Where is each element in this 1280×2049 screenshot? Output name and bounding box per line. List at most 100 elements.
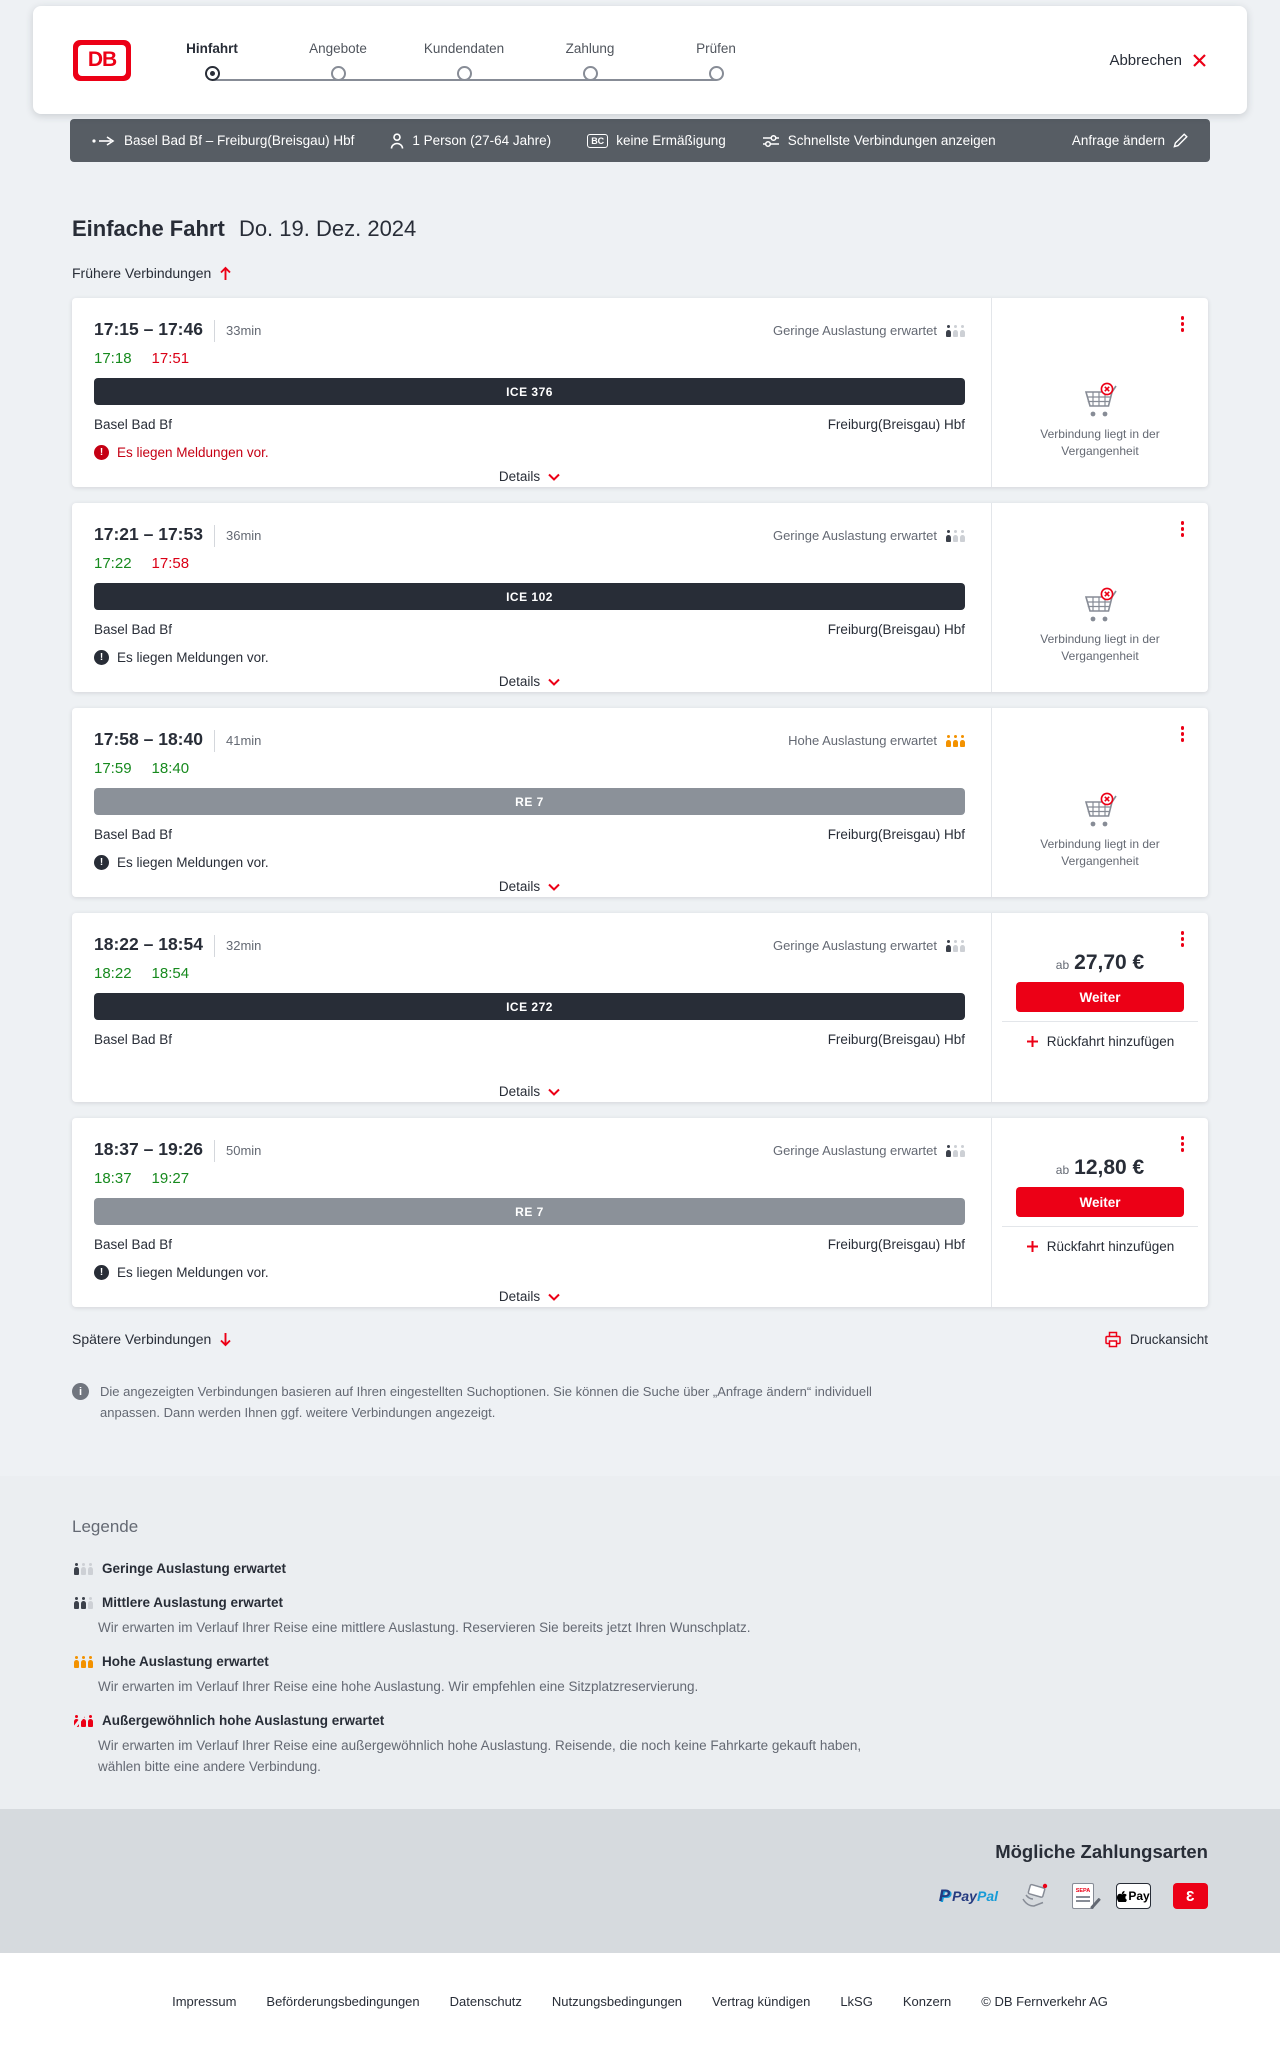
results-area: Einfache Fahrt Do. 19. Dez. 2024 Frühere… xyxy=(72,162,1208,1423)
panel-divider xyxy=(1002,1021,1198,1022)
kebab-menu-icon[interactable] xyxy=(1179,314,1187,334)
past-connection-block: Verbindung liegt in der Vergangenheit xyxy=(992,587,1208,665)
actual-departure: 17:22 xyxy=(94,555,132,572)
details-label: Details xyxy=(498,1084,541,1099)
legend-item: Geringe Auslastung erwartet xyxy=(72,1561,1208,1576)
fastest-connections-toggle[interactable]: Schnellste Verbindungen anzeigen xyxy=(762,133,996,148)
connection-duration: 36min xyxy=(213,525,261,547)
weiter-button[interactable]: Weiter xyxy=(1016,982,1184,1012)
plus-icon xyxy=(1026,1036,1038,1047)
details-button[interactable]: Details xyxy=(94,1082,965,1101)
price-prefix: ab xyxy=(1055,958,1070,972)
later-connections-button[interactable]: Spätere Verbindungen xyxy=(72,1330,232,1348)
train-bar: RE 7 xyxy=(94,788,965,815)
details-button[interactable]: Details xyxy=(94,467,965,486)
person-icon xyxy=(391,132,404,149)
warning-text: Es liegen Meldungen vor. xyxy=(117,649,269,665)
connection-card: 17:58 – 18:40 41min Hohe Auslastung erwa… xyxy=(72,708,1208,897)
sepa-label: SEPA xyxy=(1075,1888,1091,1894)
messages-warning: Es liegen Meldungen vor. xyxy=(94,1263,965,1281)
details-button[interactable]: Details xyxy=(94,1287,965,1306)
actual-arrival: 17:51 xyxy=(151,350,190,367)
occupancy-label: Geringe Auslastung erwartet xyxy=(772,323,937,338)
step-pruefen[interactable]: Prüfen xyxy=(653,41,779,86)
messages-warning: Es liegen Meldungen vor. xyxy=(94,853,965,871)
earlier-connections-button[interactable]: Frühere Verbindungen xyxy=(72,264,232,282)
connection-action-panel: ab 27,70 € Weiter Rückfahrt hinzufügen xyxy=(991,913,1208,1102)
footer-link-konzern[interactable]: Konzern xyxy=(902,1993,952,2009)
add-return-label: Rückfahrt hinzufügen xyxy=(1046,1239,1175,1254)
kebab-menu-icon[interactable] xyxy=(1179,1134,1187,1154)
cancel-button[interactable]: Abbrechen xyxy=(1109,52,1207,69)
print-view-button[interactable]: Druckansicht xyxy=(1104,1331,1208,1348)
later-connections-label: Spätere Verbindungen xyxy=(72,1331,212,1347)
step-hinfahrt[interactable]: Hinfahrt xyxy=(149,41,275,86)
kebab-menu-icon[interactable] xyxy=(1179,519,1187,539)
to-station: Freiburg(Breisgau) Hbf xyxy=(827,622,965,637)
messages-warning: Es liegen Meldungen vor. xyxy=(94,648,965,666)
step-kundendaten[interactable]: Kundendaten xyxy=(401,41,527,86)
connection-main: 17:15 – 17:46 33min Geringe Auslastung e… xyxy=(72,298,991,487)
footer-link-lksg[interactable]: LkSG xyxy=(840,1993,873,2009)
payment-3-glyph: 3 xyxy=(1186,1887,1195,1905)
step-zahlung[interactable]: Zahlung xyxy=(527,41,653,86)
chevron-down-icon xyxy=(548,678,560,686)
pencil-icon xyxy=(1173,133,1188,148)
footer-link-datenschutz[interactable]: Datenschutz xyxy=(449,1993,522,2009)
to-station: Freiburg(Breisgau) Hbf xyxy=(827,1237,965,1252)
footer-link-vertrag-kuendigen[interactable]: Vertrag kündigen xyxy=(712,1993,811,2009)
step-dot-icon xyxy=(456,65,472,81)
add-return-button[interactable]: Rückfahrt hinzufügen xyxy=(992,1237,1208,1256)
occupancy-low-icon xyxy=(944,530,965,542)
add-return-button[interactable]: Rückfahrt hinzufügen xyxy=(992,1032,1208,1051)
credit-card-hand-icon xyxy=(1022,1883,1048,1907)
footer-link-impressum[interactable]: Impressum xyxy=(172,1993,237,2009)
connection-action-panel: ab 12,80 € Weiter Rückfahrt hinzufügen xyxy=(991,1118,1208,1307)
connection-time: 17:15 – 17:46 xyxy=(94,319,203,339)
panel-divider xyxy=(1002,1226,1198,1227)
connection-time: 17:58 – 18:40 xyxy=(94,729,203,749)
legend-item: Hohe Auslastung erwartet xyxy=(72,1654,1208,1669)
occupancy-label: Geringe Auslastung erwartet xyxy=(772,1143,937,1158)
db-logo-icon: DB xyxy=(73,39,131,81)
price-value: 12,80 € xyxy=(1074,1156,1145,1179)
actual-departure: 17:59 xyxy=(94,760,132,777)
from-station: Basel Bad Bf xyxy=(94,417,173,432)
edit-search-label: Anfrage ändern xyxy=(1071,133,1165,148)
warning-text: Es liegen Meldungen vor. xyxy=(117,854,269,870)
occupancy-label: Hohe Auslastung erwartet xyxy=(788,733,937,748)
train-bar: ICE 272 xyxy=(94,993,965,1020)
footer-link-nutzungsbedingungen[interactable]: Nutzungsbedingungen xyxy=(551,1993,683,2009)
connection-time: 18:22 – 18:54 xyxy=(94,934,203,954)
sliders-icon xyxy=(762,134,779,147)
connection-time: 17:21 – 17:53 xyxy=(94,524,203,544)
weiter-button[interactable]: Weiter xyxy=(1016,1187,1184,1217)
kebab-menu-icon[interactable] xyxy=(1179,724,1187,744)
legend-label: Mittlere Auslastung erwartet xyxy=(102,1595,284,1610)
connection-time: 18:37 – 19:26 xyxy=(94,1139,203,1159)
actual-departure: 18:22 xyxy=(94,965,132,982)
step-dot-icon xyxy=(708,65,724,81)
details-button[interactable]: Details xyxy=(94,672,965,691)
cart-unavailable-icon xyxy=(1084,382,1117,417)
edit-search-button[interactable]: Anfrage ändern xyxy=(1072,133,1188,148)
from-station: Basel Bad Bf xyxy=(94,827,173,842)
info-icon xyxy=(72,1383,89,1400)
legend-label: Hohe Auslastung erwartet xyxy=(102,1654,269,1669)
details-button[interactable]: Details xyxy=(94,877,965,896)
kebab-menu-icon[interactable] xyxy=(1179,929,1187,949)
payment-3-badge-icon: 3 xyxy=(1173,1883,1208,1909)
paypal-text-pay: Pay xyxy=(952,1888,977,1904)
legend-item: Mittlere Auslastung erwartet xyxy=(72,1595,1208,1610)
footer-link-befoerderungsbedingungen[interactable]: Beförderungsbedingungen xyxy=(266,1993,420,2009)
step-label: Kundendaten xyxy=(423,40,505,56)
details-label: Details xyxy=(498,674,541,689)
past-note: Verbindung liegt in der Vergangenheit xyxy=(1040,837,1160,868)
train-label: RE 7 xyxy=(515,1204,544,1219)
from-station: Basel Bad Bf xyxy=(94,622,173,637)
price-block: ab 12,80 € xyxy=(992,1156,1208,1182)
discount-summary: BC keine Ermäßigung xyxy=(587,133,726,148)
step-angebote[interactable]: Angebote xyxy=(275,41,401,86)
page-title: Einfache Fahrt Do. 19. Dez. 2024 xyxy=(72,162,1208,244)
legend-label: Geringe Auslastung erwartet xyxy=(102,1561,287,1576)
